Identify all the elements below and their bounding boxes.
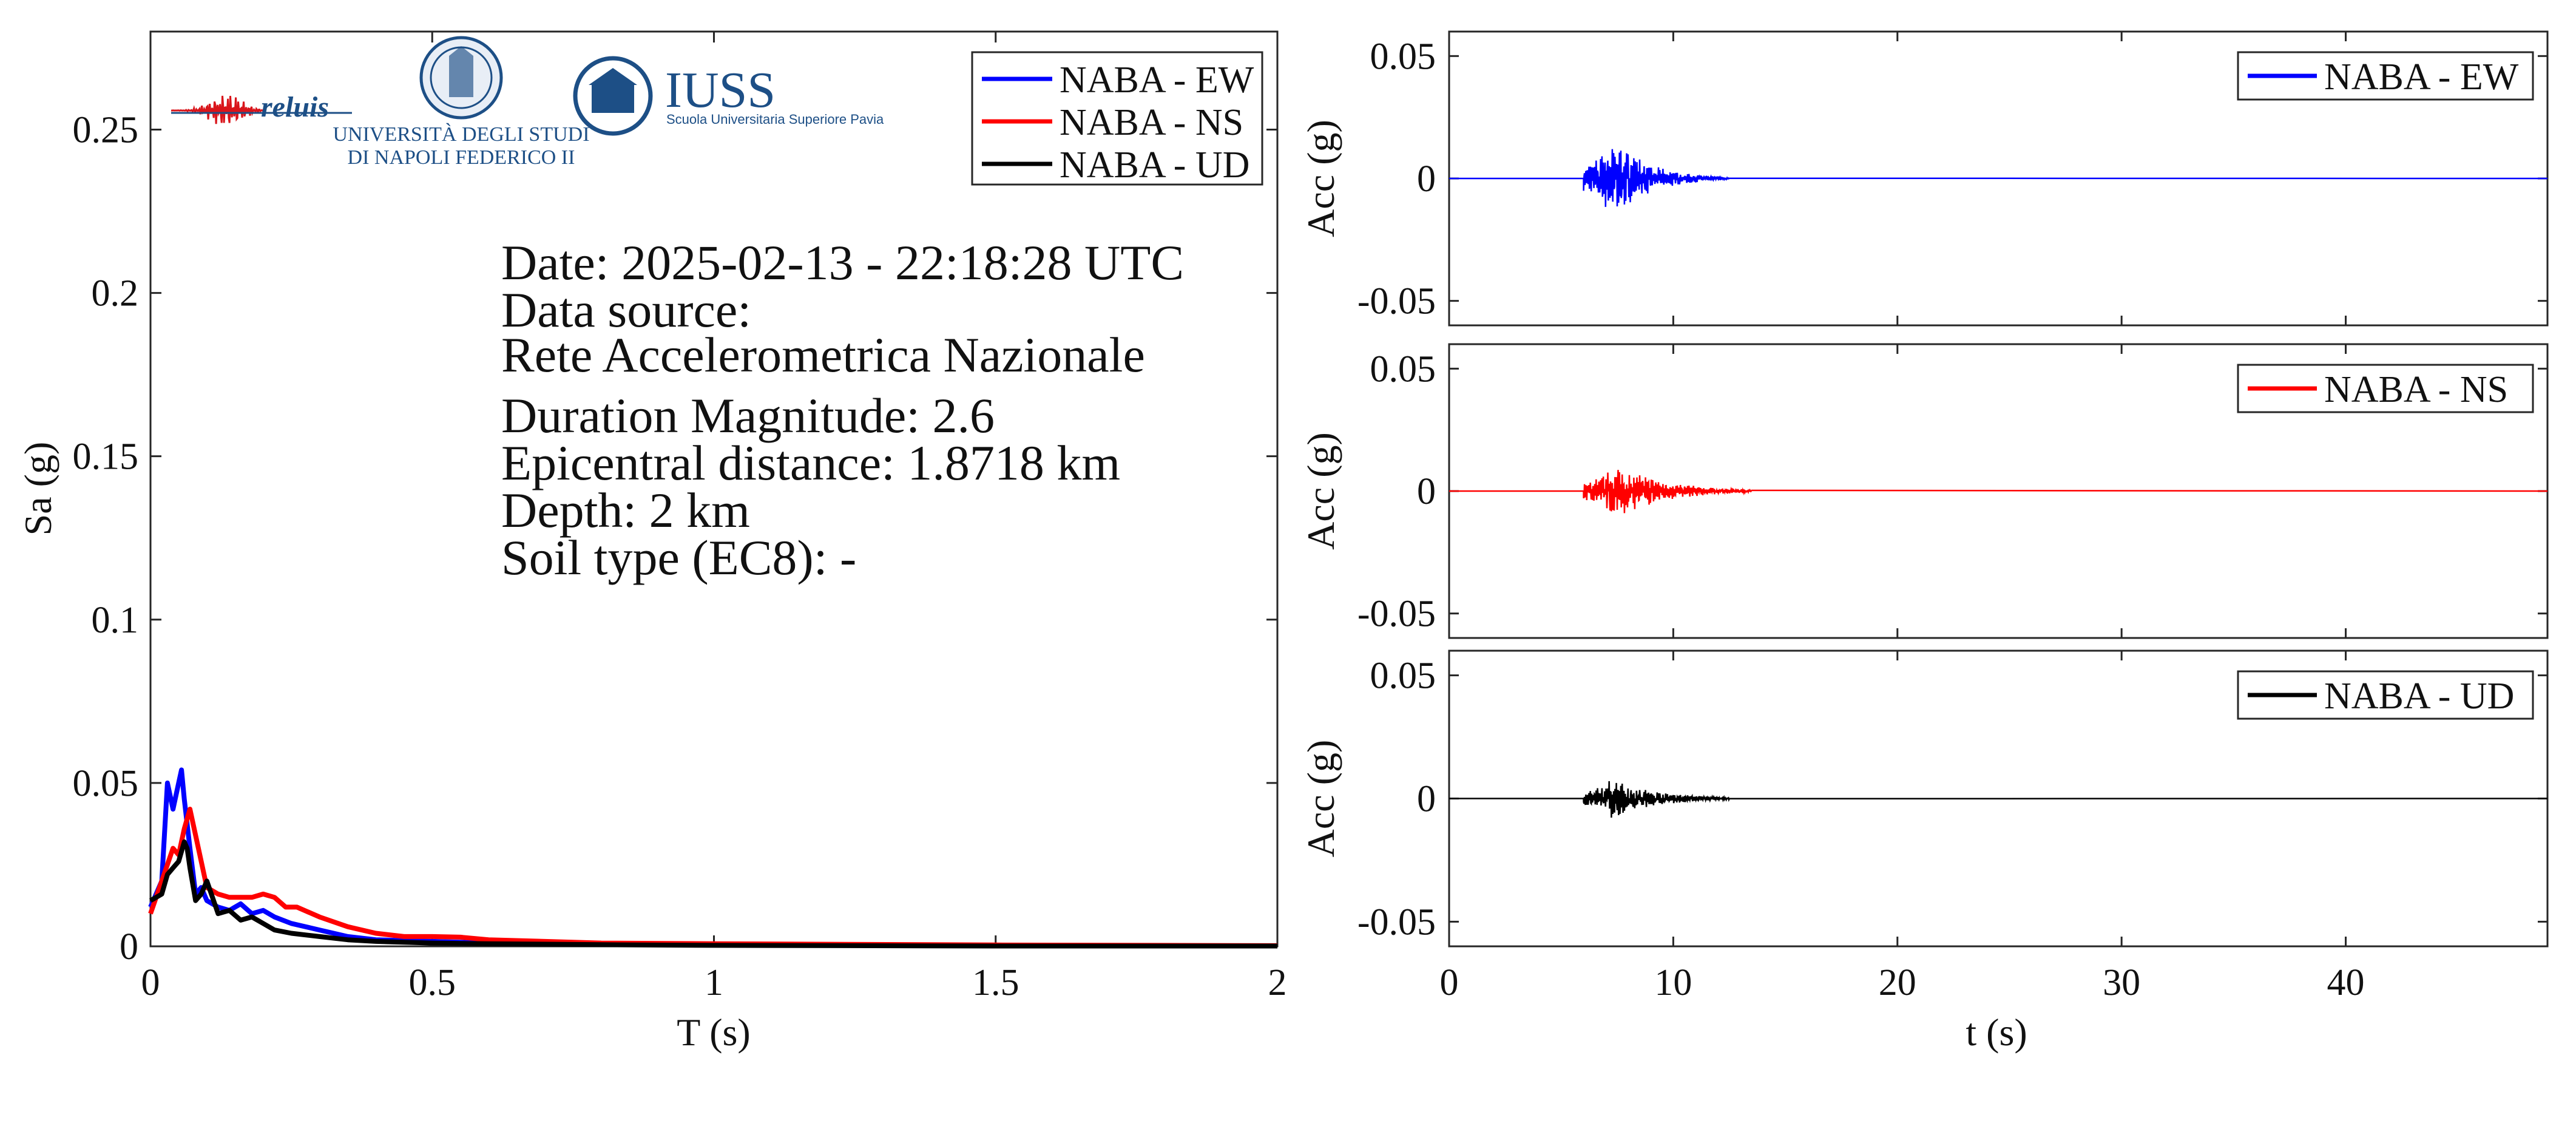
time-legend-label: NABA - UD <box>2324 676 2514 717</box>
time-legend-label: NABA - NS <box>2324 369 2508 410</box>
iuss-title: IUSS <box>665 62 776 118</box>
info-depth: Depth: 2 km <box>501 483 750 538</box>
spectrum-legend-label: NABA - EW <box>1060 59 1254 101</box>
time-x-tick-label: 20 <box>1879 962 1916 1003</box>
spectrum-chart: 0 0.5 1 1.5 2 0 0.05 0.1 0.15 0.2 0.25 T (s) Sa (g… <box>16 30 1287 1054</box>
time-series-trace <box>1449 470 2548 514</box>
spectrum-x-axis-label: T (s) <box>677 1011 750 1054</box>
time-y-tick-label: 0.05 <box>1370 656 1436 697</box>
time-y-axis-label: Acc (g) <box>1299 120 1342 237</box>
reluis-logo: reluis <box>171 91 352 124</box>
unina-line1: UNIVERSITÀ DEGLI STUDI <box>333 123 589 146</box>
time-legend-box <box>2237 51 2534 101</box>
info-source-label: Data source: <box>501 282 751 337</box>
time-x-tick-label: 30 <box>2103 962 2140 1003</box>
event-info: Date: 2025-02-13 - 22:18:28 UTC Data sou… <box>501 235 1184 585</box>
spectrum-y-tick-label: 0.2 <box>92 273 139 314</box>
spectrum-x-tick-label: 1.5 <box>972 962 1019 1003</box>
spectrum-x-tick-label: 1 <box>705 962 723 1003</box>
time-y-tick-label: -0.05 <box>1357 281 1436 322</box>
spectrum-series-line-1 <box>148 807 1278 948</box>
time-y-tick-label: 0.05 <box>1370 348 1436 390</box>
time-x-tick-label: 40 <box>2327 962 2365 1003</box>
time-y-tick-label: 0 <box>1417 471 1436 512</box>
iuss-logo: IUSS Scuola Universitaria Superiore Pavi… <box>573 56 884 136</box>
info-distance: Epicentral distance: 1.8718 km <box>501 435 1120 490</box>
spectrum-y-axis-label: Sa (g) <box>16 442 59 536</box>
unina-line2: DI NAPOLI FEDERICO II <box>348 146 575 169</box>
spectrum-y-tick-label: 0.15 <box>73 436 139 478</box>
time-legend-label: NABA - EW <box>2324 56 2519 98</box>
spectrum-legend-label: NABA - UD <box>1060 144 1249 186</box>
time-series-trace <box>1449 149 2548 207</box>
time-history-panel-0: -0.05 0 0.05 Acc (g) NABA - EW <box>1299 30 2549 327</box>
time-y-tick-label: -0.05 <box>1357 594 1436 635</box>
iuss-subtitle: Scuola Universitaria Superiore Pavia <box>666 112 884 127</box>
spectrum-y-tick-label: 0.05 <box>73 763 139 804</box>
info-soil: Soil type (EC8): - <box>501 530 856 585</box>
time-history-panel-1: -0.05 0 0.05 Acc (g) NABA - NS <box>1299 343 2549 639</box>
time-y-axis-label: Acc (g) <box>1299 740 1342 858</box>
time-series-trace <box>1449 781 2548 818</box>
time-x-axis-label: t (s) <box>1966 1011 2027 1054</box>
spectrum-x-tick-label: 2 <box>1268 962 1287 1003</box>
spectrum-series-line-2 <box>149 839 1277 949</box>
time-y-tick-label: -0.05 <box>1357 901 1436 943</box>
spectrum-x-tick-label: 0.5 <box>409 962 456 1003</box>
spectrum-legend-label: NABA - NS <box>1060 102 1243 143</box>
unina-logo: UNIVERSITÀ DEGLI STUDI DI NAPOLI FEDERIC… <box>333 36 590 169</box>
reluis-logo-text: reluis <box>261 91 329 123</box>
time-y-tick-label: 0 <box>1417 779 1436 820</box>
spectrum-y-tick-label: 0.25 <box>73 109 139 151</box>
info-magnitude: Duration Magnitude: 2.6 <box>501 388 995 443</box>
spectrum-x-tick-label: 0 <box>141 962 160 1003</box>
time-y-tick-label: 0 <box>1417 158 1436 200</box>
spectrum-y-tick-label: 0 <box>120 926 138 968</box>
info-source-name: Rete Accelerometrica Nazionale <box>501 327 1145 382</box>
spectrum-y-tick-label: 0.1 <box>92 600 139 641</box>
time-x-tick-label: 0 <box>1440 962 1459 1003</box>
iuss-emblem-icon <box>573 56 653 136</box>
time-y-tick-label: 0.05 <box>1370 36 1436 77</box>
time-x-tick-label: 10 <box>1654 962 1692 1003</box>
time-y-axis-label: Acc (g) <box>1299 432 1342 550</box>
info-date: Date: 2025-02-13 - 22:18:28 UTC <box>501 235 1184 290</box>
